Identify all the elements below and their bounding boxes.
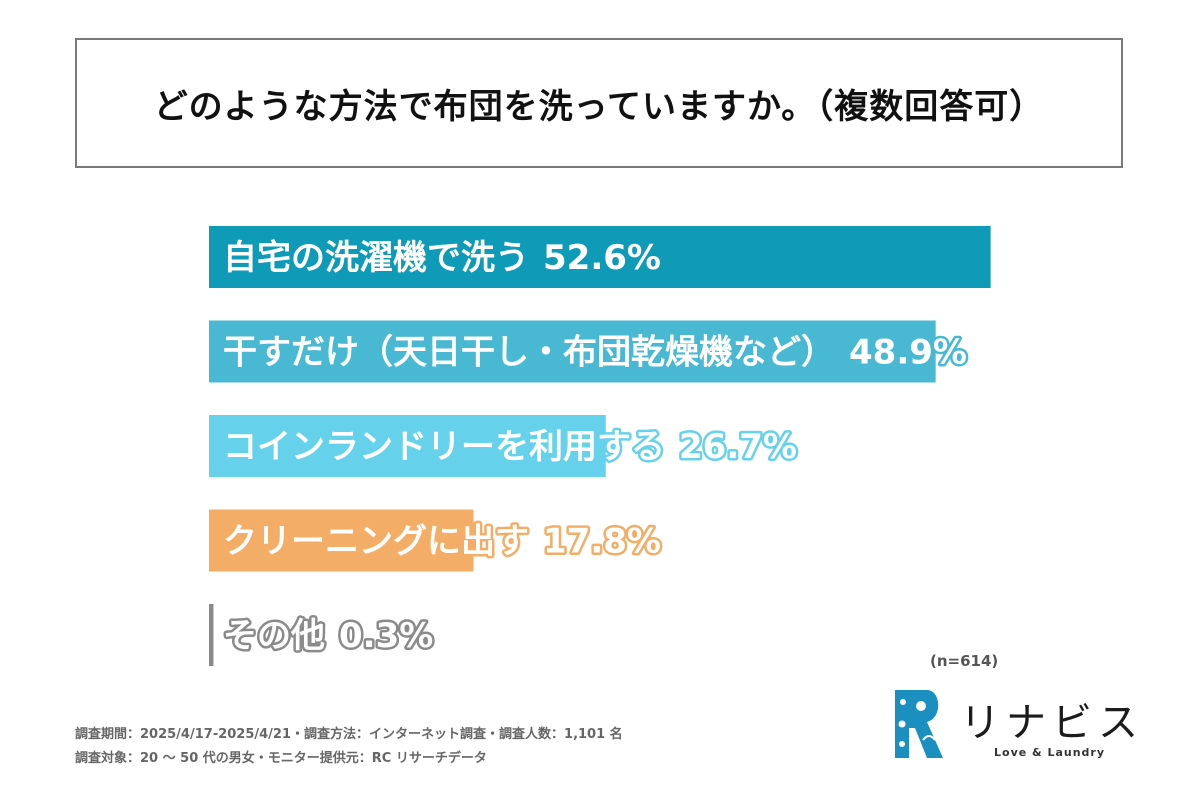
value-label-4: 17.8% (543, 522, 661, 562)
bar-label-3: コインランドリーを利用する 26.7% (223, 427, 797, 467)
bar-label-4: クリーニングに出す 17.8% (223, 522, 661, 562)
bar-label-1: 自宅の洗濯機で洗う 52.6% (223, 238, 661, 278)
bar-label-5: その他 0.3% (223, 616, 433, 656)
bar-4 (209, 509, 474, 572)
value-label-5: 0.3% (339, 616, 433, 656)
category-label-5: その他 (223, 616, 325, 656)
chart-title: どのような方法で布団を洗っていますか。（複数回答可） (153, 86, 1045, 127)
logo-tagline: Love & Laundry (994, 746, 1106, 759)
bar-label-2: 干すだけ（天日干し・布団乾燥機など） 48.9% (223, 333, 967, 373)
bar-1 (209, 226, 991, 288)
footnote-survey-target: 調査対象：20 ～ 50 代の男女・モニター提供元：RC リサーチデータ (75, 751, 487, 766)
logo-mark-icon (895, 690, 943, 758)
bar-3 (209, 415, 606, 477)
footnote-survey-period: 調査期間：2025/4/17-2025/4/21・調査方法：インターネット調査・… (75, 727, 623, 742)
logo-name: リナビス (960, 700, 1144, 746)
bar-2 (209, 320, 936, 383)
value-label-3: 26.7% (679, 427, 797, 467)
value-label-1: 52.6% (543, 238, 661, 278)
sample-size-label: (n=614) (930, 652, 999, 670)
title-box: どのような方法で布団を洗っていますか。（複数回答可） (75, 38, 1123, 168)
bar-5 (209, 604, 214, 666)
category-label-3: コインランドリーを利用する (223, 427, 665, 467)
category-label-2: 干すだけ（天日干し・布団乾燥機など） (223, 333, 835, 373)
category-label-4: クリーニングに出す (223, 522, 529, 562)
category-label-1: 自宅の洗濯機で洗う (223, 238, 529, 278)
value-label-2: 48.9% (849, 333, 967, 373)
